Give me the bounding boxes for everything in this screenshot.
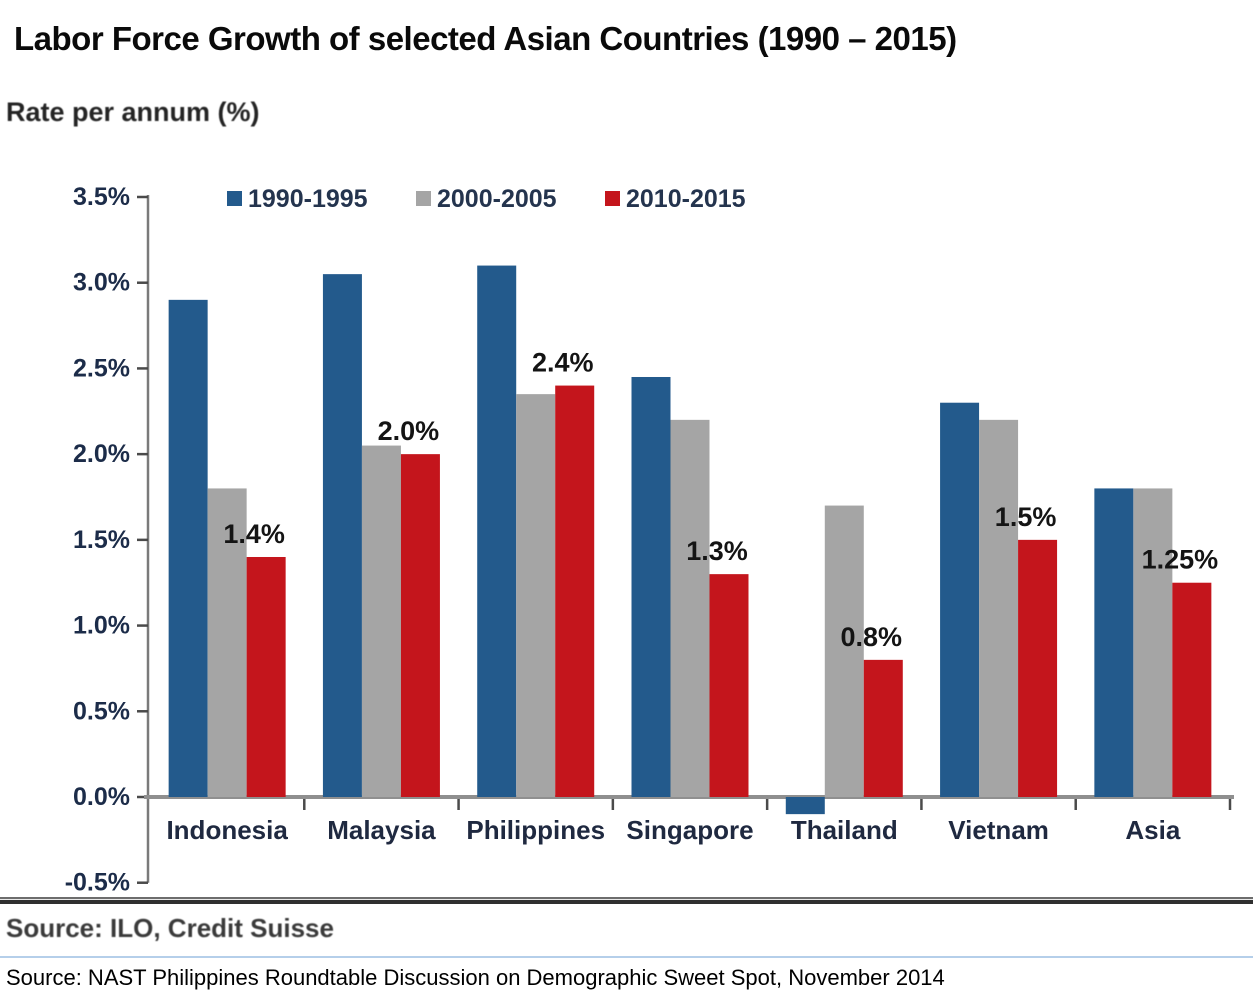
source-caption: Source: NAST Philippines Roundtable Disc… [6,965,945,990]
bar-2010-2015-philippines [555,385,595,797]
bar-2010-2015-singapore [709,574,749,797]
bar-1990-1995-malaysia [322,274,362,797]
bar-chart: 3.5% 3.0% 2.5% 2.0% 1.5% 1.0% 0.5% 0.0% -0.5% Ind… [65,183,1234,895]
bar-2010-2015-asia [1172,582,1212,797]
bar-2000-2005-malaysia [361,445,401,797]
bar-value-label: 1.3% [686,536,748,566]
bar-1990-1995-thailand [785,797,825,815]
y-tick-label: 1.0% [73,612,130,640]
bar-value-label: 2.0% [378,416,440,446]
y-tick-label: 0.0% [73,783,130,811]
divider-blue [0,956,1253,958]
y-tick-label: 1.5% [73,526,130,554]
bar-value-label: 1.5% [995,502,1057,532]
bar-2000-2005-vietnam [979,419,1019,797]
bar-value-label: 0.8% [841,622,903,652]
legend-label: 1990-1995 [248,185,368,213]
bar-2010-2015-vietnam [1018,539,1058,797]
y-tick-label: 2.5% [73,354,130,382]
category-label: Indonesia [166,815,288,845]
source-chart: Source: ILO, Credit Suisse [6,913,334,943]
legend-label: 2010-2015 [626,185,746,213]
bar-1990-1995-vietnam [940,402,980,797]
y-tick-label: 2.0% [73,440,130,468]
y-tick-label: 3.5% [73,183,130,211]
bar-1990-1995-philippines [477,265,517,797]
category-label: Singapore [626,815,753,845]
bar-2000-2005-asia [1133,488,1173,797]
bar-value-label: 2.4% [532,348,594,378]
divider-dark [0,897,1253,904]
bar-2010-2015-malaysia [400,454,440,797]
legend-label: 2000-2005 [437,185,557,213]
category-label: Malaysia [327,815,436,845]
bar-2010-2015-thailand [863,659,903,797]
y-tick-label: 3.0% [73,269,130,297]
bar-value-label: 1.4% [223,519,285,549]
bar-value-label: 1.25% [1142,545,1219,575]
y-tick-label: 0.5% [73,697,130,725]
legend-swatch-2010-2015 [605,191,620,206]
category-label: Asia [1125,815,1180,845]
bar-2000-2005-singapore [670,419,710,797]
legend-swatch-2000-2005 [416,191,431,206]
legend-swatch-1990-1995 [227,191,242,206]
category-label: Vietnam [948,815,1049,845]
bar-2000-2005-indonesia [207,488,247,797]
bar-2010-2015-indonesia [246,556,286,797]
bar-1990-1995-asia [1094,488,1134,797]
bar-2000-2005-philippines [516,394,556,797]
bar-1990-1995-indonesia [168,299,208,797]
y-axis-title: Rate per annum (%) [6,97,260,127]
category-label: Philippines [466,815,605,845]
bar-2000-2005-thailand [824,505,864,797]
y-tick-label: -0.5% [65,869,130,895]
bar-1990-1995-singapore [631,376,671,797]
category-label: Thailand [791,815,898,845]
page-title: Labor Force Growth of selected Asian Cou… [14,20,957,57]
